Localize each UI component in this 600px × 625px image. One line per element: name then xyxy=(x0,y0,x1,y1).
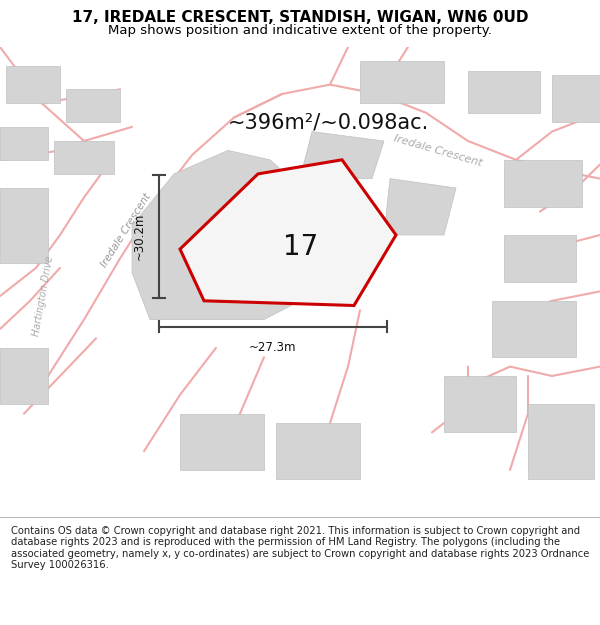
Text: ~27.3m: ~27.3m xyxy=(249,341,297,354)
Polygon shape xyxy=(552,75,600,122)
Polygon shape xyxy=(276,423,360,479)
Text: Map shows position and indicative extent of the property.: Map shows position and indicative extent… xyxy=(108,24,492,37)
Text: Hartington Drive: Hartington Drive xyxy=(31,255,55,337)
Polygon shape xyxy=(54,141,114,174)
Polygon shape xyxy=(360,61,444,103)
Polygon shape xyxy=(468,71,540,112)
Polygon shape xyxy=(132,151,330,319)
Polygon shape xyxy=(528,404,594,479)
Text: 17: 17 xyxy=(283,232,319,261)
Text: Contains OS data © Crown copyright and database right 2021. This information is : Contains OS data © Crown copyright and d… xyxy=(11,526,589,571)
Polygon shape xyxy=(0,127,48,160)
Polygon shape xyxy=(444,376,516,432)
Polygon shape xyxy=(180,414,264,470)
Polygon shape xyxy=(6,66,60,103)
Polygon shape xyxy=(384,179,456,235)
Polygon shape xyxy=(66,89,120,122)
Polygon shape xyxy=(180,160,396,306)
Text: ~396m²/~0.098ac.: ~396m²/~0.098ac. xyxy=(228,112,429,132)
Text: Iredale Crescent: Iredale Crescent xyxy=(99,191,153,269)
Text: 17, IREDALE CRESCENT, STANDISH, WIGAN, WN6 0UD: 17, IREDALE CRESCENT, STANDISH, WIGAN, W… xyxy=(72,11,528,26)
Polygon shape xyxy=(504,235,576,282)
Text: Iredale Crescent: Iredale Crescent xyxy=(392,133,484,168)
Polygon shape xyxy=(0,348,48,404)
Polygon shape xyxy=(492,301,576,358)
Polygon shape xyxy=(504,160,582,207)
Text: ~30.2m: ~30.2m xyxy=(133,213,146,261)
Polygon shape xyxy=(0,188,48,263)
Polygon shape xyxy=(300,132,384,179)
